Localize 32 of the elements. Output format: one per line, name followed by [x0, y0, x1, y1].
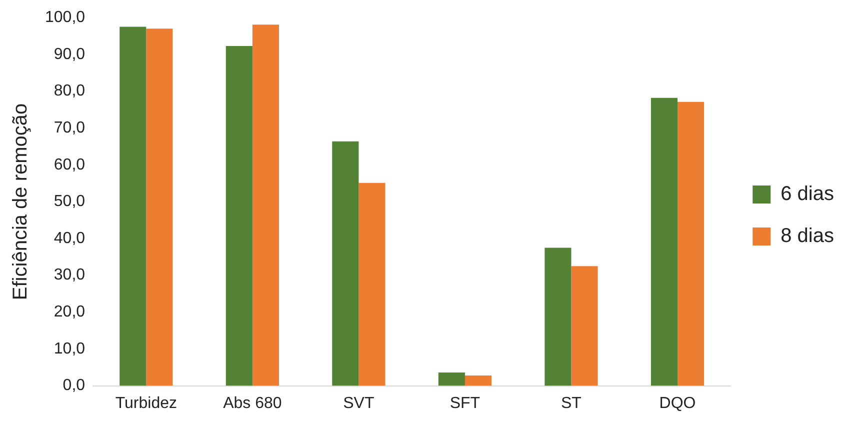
x-tick-label: ST: [561, 394, 582, 412]
y-tick-label: 50,0: [54, 193, 86, 210]
legend-label: 8 dias: [780, 225, 834, 248]
y-tick-label: 20,0: [54, 304, 86, 321]
bar: [252, 24, 280, 386]
bar: [464, 375, 492, 386]
bar: [358, 182, 386, 386]
y-tick-label: 0,0: [62, 377, 86, 394]
bar: [650, 98, 678, 386]
bar: [120, 26, 146, 386]
y-tick-label: 80,0: [54, 82, 86, 100]
y-tick-label: 30,0: [54, 266, 86, 284]
bar: [146, 28, 173, 386]
bar: [226, 46, 252, 386]
x-tick-label: Abs 680: [223, 394, 282, 412]
y-tick-label: 40,0: [54, 230, 86, 247]
legend-label: 6 dias: [780, 183, 834, 206]
x-tick-label: Turbidez: [115, 394, 177, 412]
bar: [332, 141, 359, 386]
x-tick-label: SFT: [450, 394, 480, 412]
bar: [678, 102, 704, 386]
bar: [571, 266, 598, 386]
y-tick-label: 10,0: [54, 340, 86, 358]
x-tick-label: SVT: [343, 394, 374, 412]
y-axis-title: Eficiência de remoção: [10, 103, 32, 300]
y-tick-label: 70,0: [54, 119, 86, 136]
bar: [438, 372, 465, 386]
y-tick-label: 90,0: [54, 46, 86, 63]
bar: [544, 248, 572, 386]
y-tick-label: 100,0: [44, 9, 86, 26]
x-tick-label: DQO: [659, 394, 696, 412]
y-tick-label: 60,0: [54, 156, 86, 174]
